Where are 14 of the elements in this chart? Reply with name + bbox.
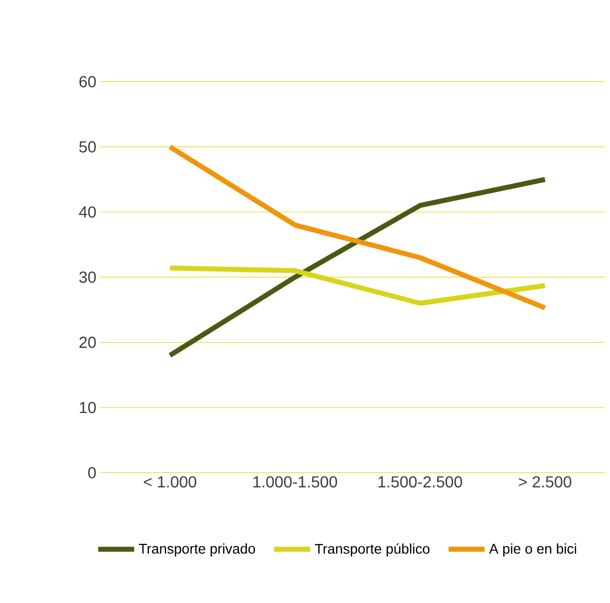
y-tick-label: 30 xyxy=(79,272,96,283)
y-tick-label: 40 xyxy=(79,206,96,218)
x-tick-label: 1.000-1.500 xyxy=(254,476,338,488)
x-tick-label: < 1.000 xyxy=(144,476,196,488)
y-tick-label: 0 xyxy=(88,467,96,478)
y-tick-label: 60 xyxy=(79,76,96,88)
y-tick-label: 10 xyxy=(80,402,96,414)
legend-label: Transporte público xyxy=(314,543,430,557)
y-tick-label: 50 xyxy=(79,141,96,152)
legend-label: A pie o en bici xyxy=(489,543,576,556)
x-tick-label: 1.500-2.500 xyxy=(378,476,462,488)
y-tick-label: 20 xyxy=(79,336,96,348)
x-tick-label: > 2.500 xyxy=(518,476,572,488)
legend-label: Transporte privado xyxy=(138,543,256,556)
